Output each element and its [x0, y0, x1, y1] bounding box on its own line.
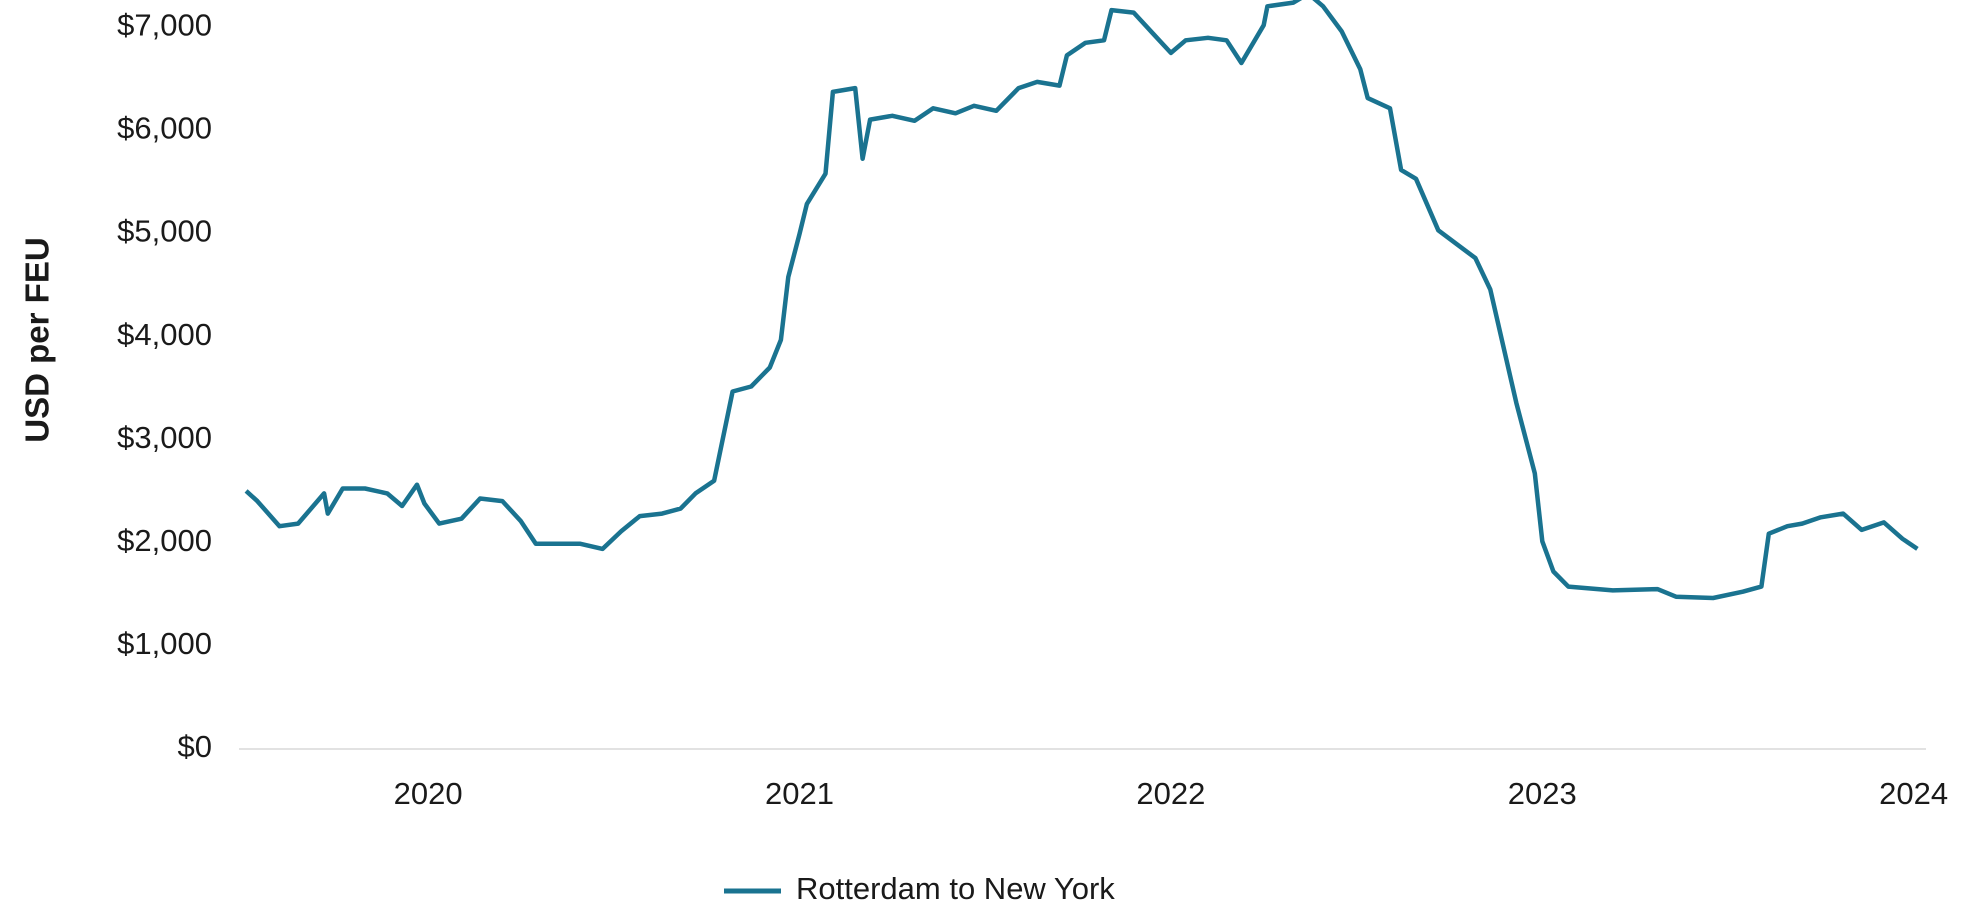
y-tick-label: $4,000 — [117, 317, 212, 352]
x-tick-label: 2022 — [1136, 776, 1205, 811]
y-tick-label: $2,000 — [117, 523, 212, 558]
x-tick-label: 2024 — [1879, 776, 1948, 811]
x-tick-label: 2023 — [1508, 776, 1577, 811]
y-axis-title: USD per FEU — [19, 237, 56, 442]
y-tick-label: $7,000 — [117, 8, 212, 43]
y-tick-label: $3,000 — [117, 420, 212, 455]
legend-label: Rotterdam to New York — [796, 871, 1115, 906]
x-tick-label: 2021 — [765, 776, 834, 811]
y-tick-label: $1,000 — [117, 626, 212, 661]
y-tick-label: $0 — [178, 729, 212, 764]
x-tick-label: 2020 — [394, 776, 463, 811]
y-tick-label: $6,000 — [117, 111, 212, 146]
line-series — [244, 0, 1919, 601]
y-tick-label: $5,000 — [117, 214, 212, 249]
